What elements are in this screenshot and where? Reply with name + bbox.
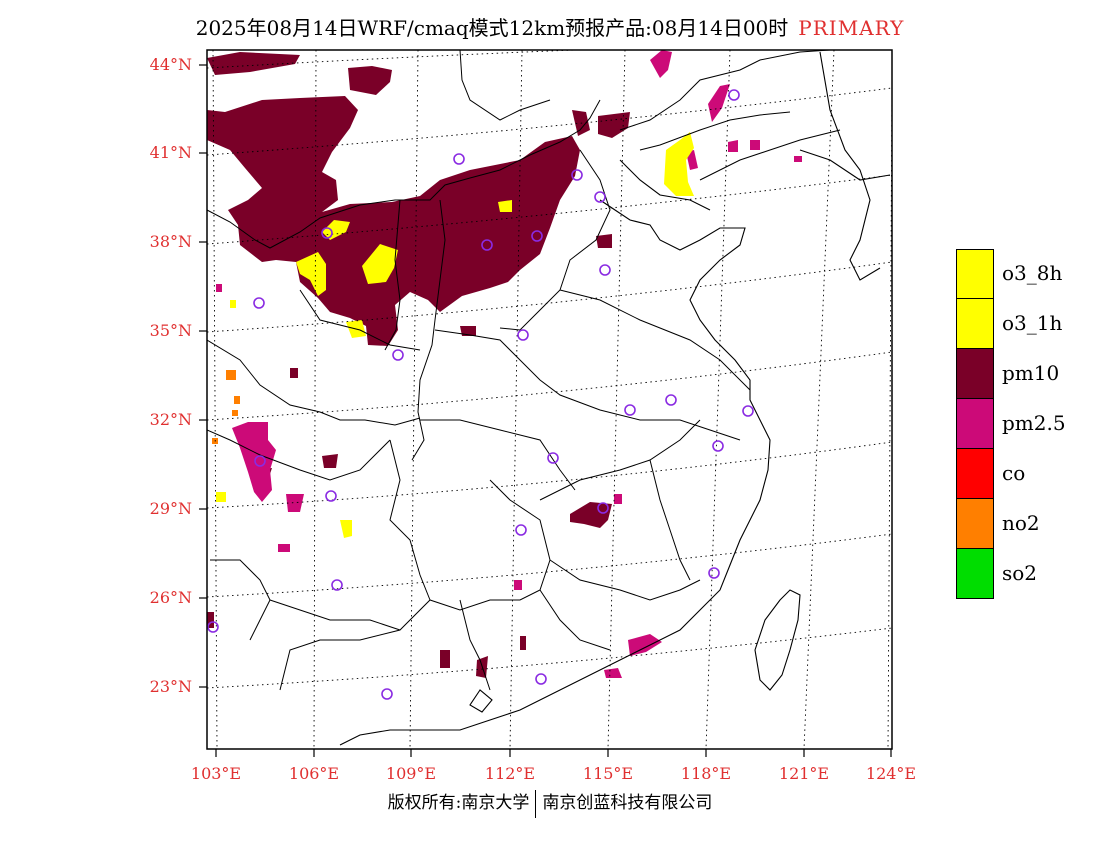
city-marker <box>597 502 609 514</box>
city-marker <box>708 567 720 579</box>
city-marker <box>624 404 636 416</box>
pollution-layers <box>207 50 892 749</box>
legend-label: no2 <box>1002 511 1040 535</box>
legend-label: o3_8h <box>1002 261 1063 285</box>
city-marker <box>728 89 740 101</box>
city-marker <box>712 440 724 452</box>
city-markers <box>207 89 754 700</box>
city-marker <box>331 579 343 591</box>
city-marker <box>254 455 266 467</box>
legend-swatch <box>956 399 994 449</box>
lon-label: 112°E <box>484 764 536 783</box>
lat-label: 26°N <box>149 588 192 607</box>
legend-swatch <box>956 299 994 349</box>
no2-plume <box>212 370 240 444</box>
city-marker <box>253 297 265 309</box>
city-marker <box>325 490 337 502</box>
lat-label: 41°N <box>149 143 192 162</box>
lon-label: 124°E <box>865 764 917 783</box>
lon-label: 121°E <box>778 764 830 783</box>
city-marker <box>321 227 333 239</box>
lat-label: 32°N <box>149 410 192 429</box>
copyright-left: 版权所有:南京大学 <box>387 793 530 813</box>
lat-label: 23°N <box>149 677 192 696</box>
city-marker <box>742 405 754 417</box>
city-marker <box>207 621 219 633</box>
lon-label: 103°E <box>190 764 242 783</box>
pm25-plume <box>216 50 802 678</box>
axis-ticks <box>199 64 892 757</box>
lon-label: 109°E <box>385 764 437 783</box>
lat-label: 29°N <box>149 499 192 518</box>
city-marker <box>381 688 393 700</box>
map-title: 2025年08月14日WRF/cmaq模式12km预报产品:08月14日00时 P… <box>0 12 1100 41</box>
city-marker <box>594 191 606 203</box>
lat-label: 35°N <box>149 321 192 340</box>
lat-label: 38°N <box>149 232 192 251</box>
city-marker <box>515 524 527 536</box>
coastline <box>339 51 891 746</box>
city-marker <box>571 169 583 181</box>
legend-label: co <box>1002 461 1026 485</box>
city-marker <box>481 239 493 251</box>
footer-divider <box>535 789 537 818</box>
legend-label: pm10 <box>1002 361 1060 385</box>
copyright-right: 南京创蓝科技有限公司 <box>542 793 713 813</box>
lon-label: 106°E <box>288 764 340 783</box>
lat-label: 44°N <box>149 55 192 74</box>
city-marker <box>392 349 404 361</box>
map-frame <box>206 49 893 750</box>
legend-swatch <box>956 499 994 549</box>
city-marker <box>547 452 559 464</box>
title-text: 2025年08月14日WRF/cmaq模式12km预报产品:08月14日00时 <box>195 16 789 40</box>
city-marker <box>535 673 547 685</box>
lon-label: 118°E <box>680 764 732 783</box>
o3-plume <box>216 132 694 538</box>
province-borders <box>207 50 841 691</box>
legend-label: so2 <box>1002 561 1038 585</box>
legend-swatch <box>956 249 994 299</box>
city-marker <box>599 264 611 276</box>
legend-label: o3_1h <box>1002 311 1063 335</box>
legend-label: pm2.5 <box>1002 411 1066 435</box>
copyright-footer: 版权所有:南京大学 南京创蓝科技有限公司 <box>0 788 1100 818</box>
city-marker <box>453 153 465 165</box>
legend-swatch <box>956 549 994 599</box>
city-marker <box>531 230 543 242</box>
lon-label: 115°E <box>582 764 634 783</box>
city-marker <box>517 329 529 341</box>
pm10-plume <box>207 52 630 678</box>
legend-swatch <box>956 349 994 399</box>
primary-tag: PRIMARY <box>798 16 905 40</box>
legend-swatch <box>956 449 994 499</box>
city-marker <box>665 394 677 406</box>
